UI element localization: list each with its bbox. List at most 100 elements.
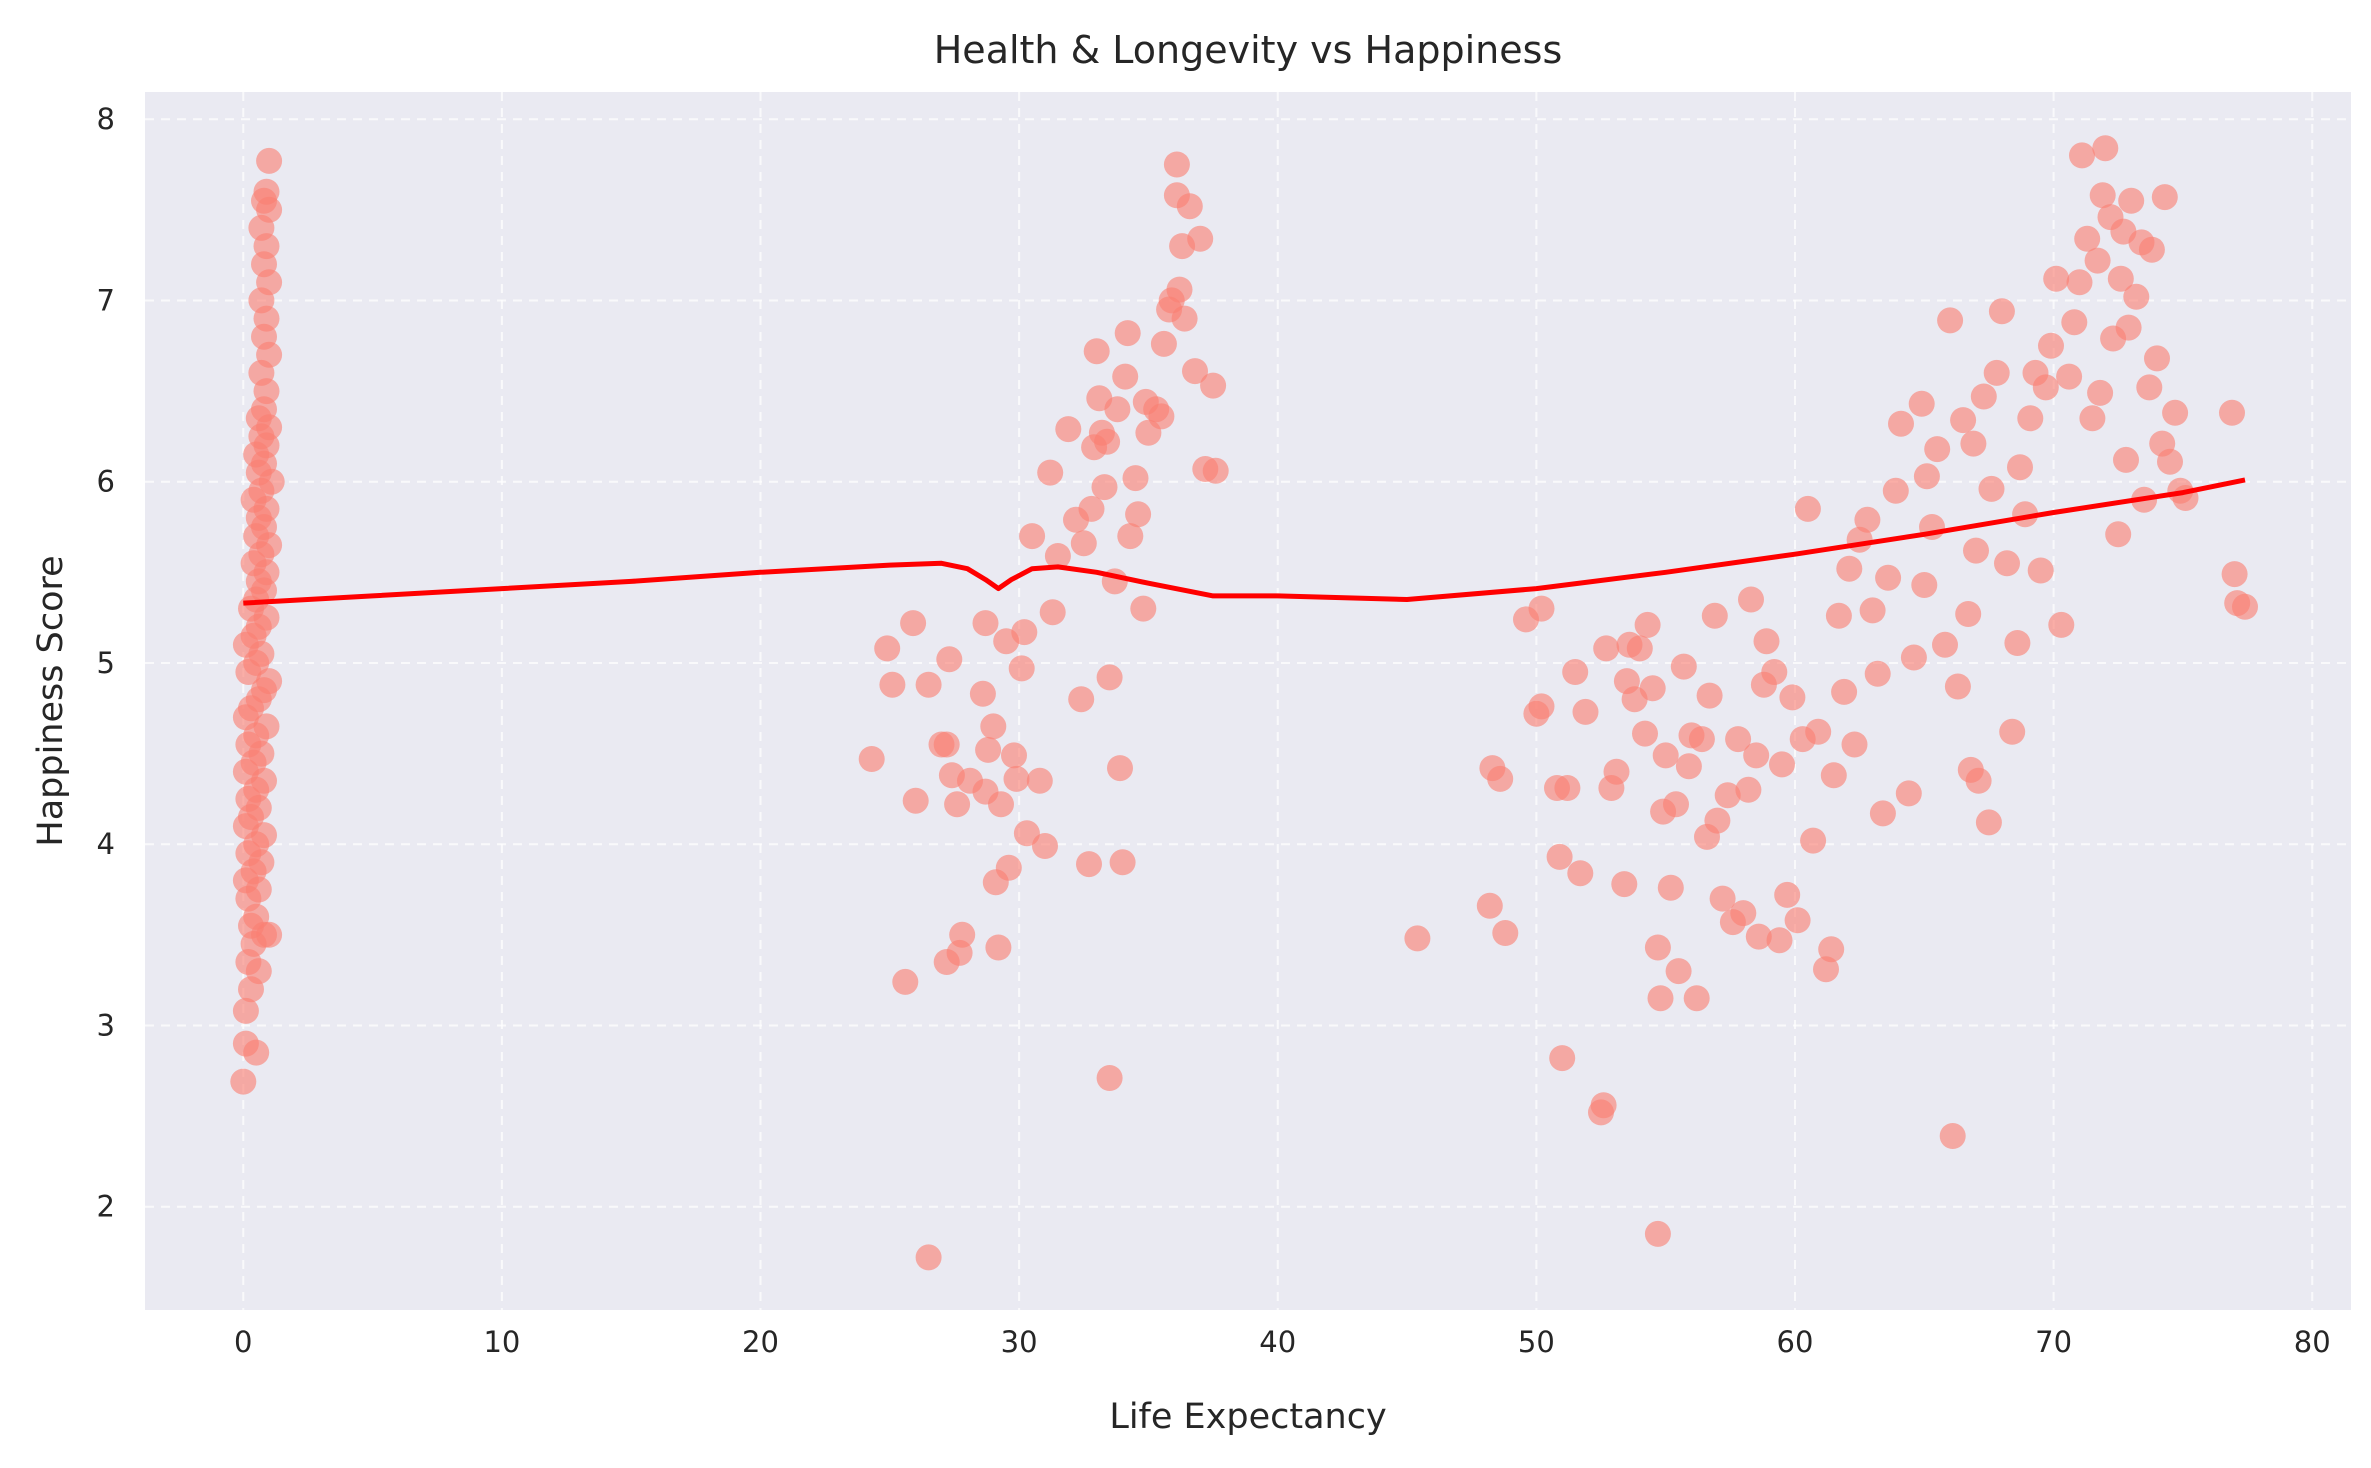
scatter-point [2017,405,2044,432]
scatter-point [1593,635,1620,662]
scatter-point [2118,187,2145,214]
scatter-point [1761,659,1788,685]
scatter-point [2087,379,2114,406]
scatter-point [902,787,929,814]
scatter-point [1008,655,1035,682]
scatter-point [1983,359,2010,386]
scatter-point [1900,644,1927,671]
scatter-point [2221,561,2248,588]
x-tick-label: 70 [2035,1325,2072,1359]
scatter-point [2092,135,2119,162]
scatter-point [1924,436,1951,463]
scatter-point [1603,758,1630,785]
scatter-point [2066,269,2093,296]
scatter-point [1753,628,1780,655]
scatter-point [1743,742,1770,769]
y-axis-label: Happiness Score [31,555,71,846]
scatter-point [1825,602,1852,629]
scatter-point [1148,403,1175,430]
scatter-point [1644,1220,1671,1247]
scatter-point [1055,416,1082,443]
scatter-point [1805,718,1832,745]
scatter-point [1978,475,2005,502]
scatter-point [1937,307,1964,334]
scatter-point [969,680,996,707]
scatter-point [1859,597,1886,624]
scatter-point [2113,446,2139,473]
scatter-point [1076,851,1102,878]
scatter-point [944,791,971,818]
trend-line [243,477,2246,606]
scatter-point [1647,985,1674,1012]
scatter-point [2115,314,2142,341]
scatter-point [1528,595,1555,622]
scatter-point [980,713,1007,740]
scatter-point [1078,495,1105,522]
scatter-point [2107,265,2134,292]
x-tick-labels: 0 10 20 30 40 50 60 70 80 [234,1325,2331,1359]
scatter-point [1836,555,1863,582]
scatter-point [1546,843,1573,870]
scatter-point [2079,405,2106,432]
scatter-point [2056,363,2083,390]
scatter-point [1766,927,1793,954]
scatter-point [1528,693,1555,720]
scatter-point [1039,599,1066,626]
scatter-point [1794,495,1821,522]
scatter-point [1109,849,1136,876]
scatter-point [1975,809,2002,836]
x-axis-label: Life Expectancy [1109,1397,1386,1437]
scatter-point [230,1068,257,1095]
scatter-point [1688,726,1715,753]
scatter-point [1745,923,1772,950]
scatter-point [256,147,283,174]
scatter-point [1965,767,1992,794]
scatter-point [995,854,1022,881]
scatter-point [1200,372,1227,399]
scatter-point [1813,956,1839,983]
scatter-point [2007,454,2033,481]
scatter-point [1019,523,1046,550]
scatter-point [1875,564,1902,591]
scatter-point [1163,151,1190,178]
scatter-point [1730,900,1757,927]
scatter-point [2144,345,2170,372]
scatter-point [1911,572,1938,598]
scatter-point [1187,225,1214,252]
scatter-point [1068,686,1095,713]
scatter-point [1611,871,1638,898]
scatter-point [1032,833,1058,859]
scatter-point [1769,751,1795,778]
scatter-point [915,671,942,698]
scatter-point [253,713,280,740]
scatter-point [2123,283,2150,310]
scatter-point [1820,762,1847,789]
scatter-point [1939,1123,1966,1149]
scatter-point [1476,892,1503,919]
scatter-point [1670,653,1697,680]
scatter-point [1404,925,1431,952]
scatter-point [2219,399,2245,426]
scatter-point [1166,276,1193,303]
scatter-point [1549,1045,1576,1072]
scatter-point [1554,775,1581,801]
scatter-point [1955,601,1982,627]
scatter-point [1999,718,2026,745]
scatter-point [1003,765,1030,792]
scatter-point [1639,675,1666,702]
x-tick-label: 60 [1777,1325,1814,1359]
scatter-point [1888,410,1914,437]
scatter-point [1960,430,1987,457]
scatter-point [1869,800,1896,827]
x-tick-label: 30 [1001,1325,1038,1359]
scatter-point [1117,523,1144,550]
scatter-point [1725,726,1752,753]
plot-background [145,92,2351,1310]
scatter-point [1714,782,1741,809]
scatter-point [1182,358,1208,385]
scatter-point [1644,934,1671,961]
scatter-point [1626,635,1653,662]
scatter-point [936,646,963,673]
scatter-point [900,610,927,637]
scatter-point [2032,374,2059,401]
